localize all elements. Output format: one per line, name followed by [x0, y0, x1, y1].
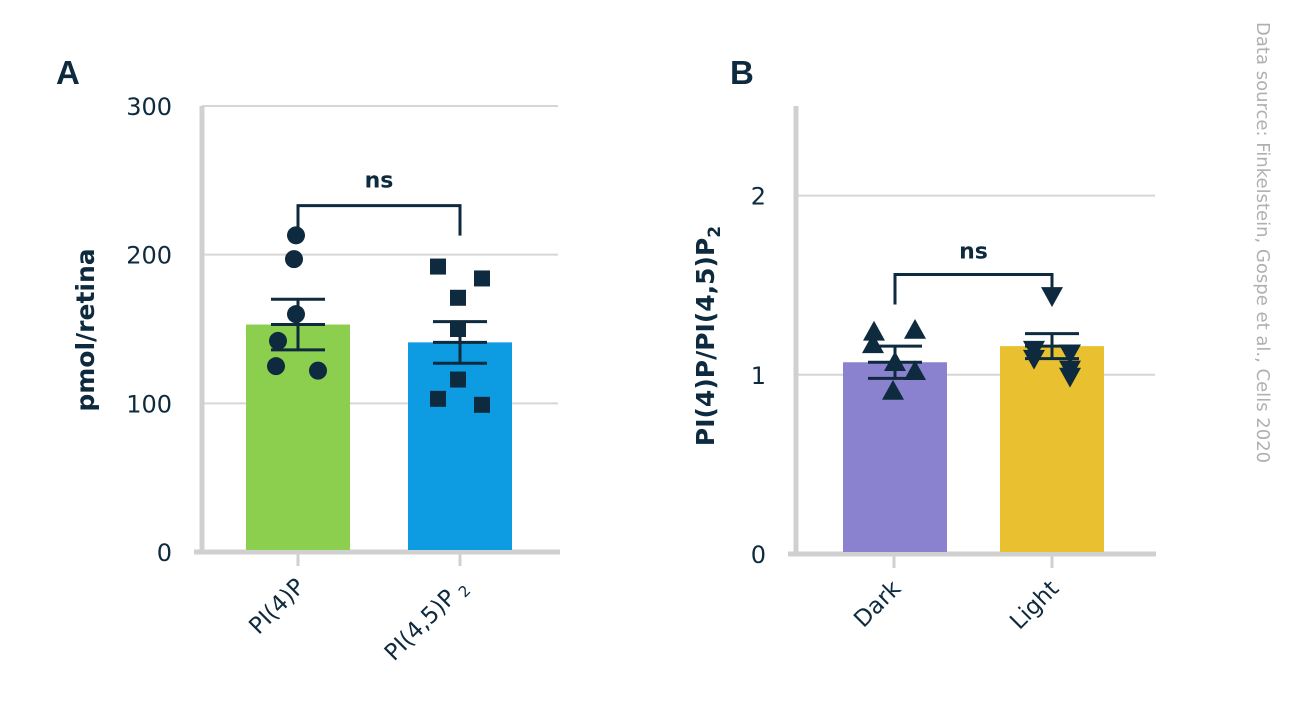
data-point [1059, 344, 1081, 365]
data-point [450, 321, 466, 337]
data-point [450, 371, 466, 388]
data-point [309, 361, 327, 380]
bar [246, 324, 350, 550]
significance-label: ns [959, 239, 988, 264]
category-label-text: Dark [849, 575, 906, 632]
data-point [430, 390, 446, 407]
panel-letter: A [56, 54, 80, 91]
significance-bracket [296, 204, 462, 236]
data-point [269, 331, 287, 350]
y-axis-label-text: PI(4)P/PI(4,5)P [691, 238, 720, 446]
category-label: PI(4)P [244, 574, 310, 640]
data-point [285, 250, 303, 269]
category-label-subscript: 2 [455, 582, 474, 601]
category-label-text: PI(4)P [244, 574, 310, 640]
significance-bracket [893, 272, 1054, 305]
data-point [884, 351, 906, 372]
data-point [474, 396, 490, 413]
data-point [474, 270, 490, 287]
data-point [904, 319, 926, 339]
data-point [1059, 367, 1081, 388]
panel-a: A 0 100 200 300 pmol/retina PI(4)P PI(4,5)P2 ns [56, 54, 560, 668]
y-axis-label: pmol/retina [71, 248, 100, 411]
y-axis-label-subscript: 2 [705, 226, 725, 238]
panel-letter: B [730, 54, 754, 91]
y-tick-label: 100 [126, 390, 172, 418]
category-label: Dark [849, 575, 906, 632]
significance-label: ns [365, 169, 394, 194]
category-label: Light [1005, 576, 1064, 635]
y-tick-label: 2 [751, 183, 766, 211]
y-tick-label: 300 [126, 93, 172, 121]
data-point [863, 320, 885, 341]
data-point [904, 360, 926, 381]
data-point [267, 357, 285, 376]
y-tick-label: 0 [751, 541, 766, 569]
data-point [430, 258, 446, 275]
y-axis-label-text: pmol/retina [71, 248, 100, 411]
y-axis-label: PI(4)P/PI(4,5)P2 [691, 226, 725, 446]
data-point [450, 289, 466, 306]
data-point [287, 226, 305, 245]
data-point [1023, 349, 1045, 370]
category-label: PI(4,5)P2 [380, 574, 474, 668]
y-tick-label: 200 [126, 242, 172, 270]
data-point [882, 379, 904, 400]
y-tick-label: 0 [157, 539, 172, 567]
data-point [862, 333, 884, 354]
data-source-note: Data source: Finkelstein, Gospe et al., … [1252, 22, 1273, 463]
bar [1000, 346, 1104, 552]
category-label-text: Light [1005, 576, 1064, 635]
data-point [287, 305, 305, 324]
category-label-text: PI(4,5)P [380, 585, 461, 666]
y-tick-label: 1 [751, 362, 766, 390]
